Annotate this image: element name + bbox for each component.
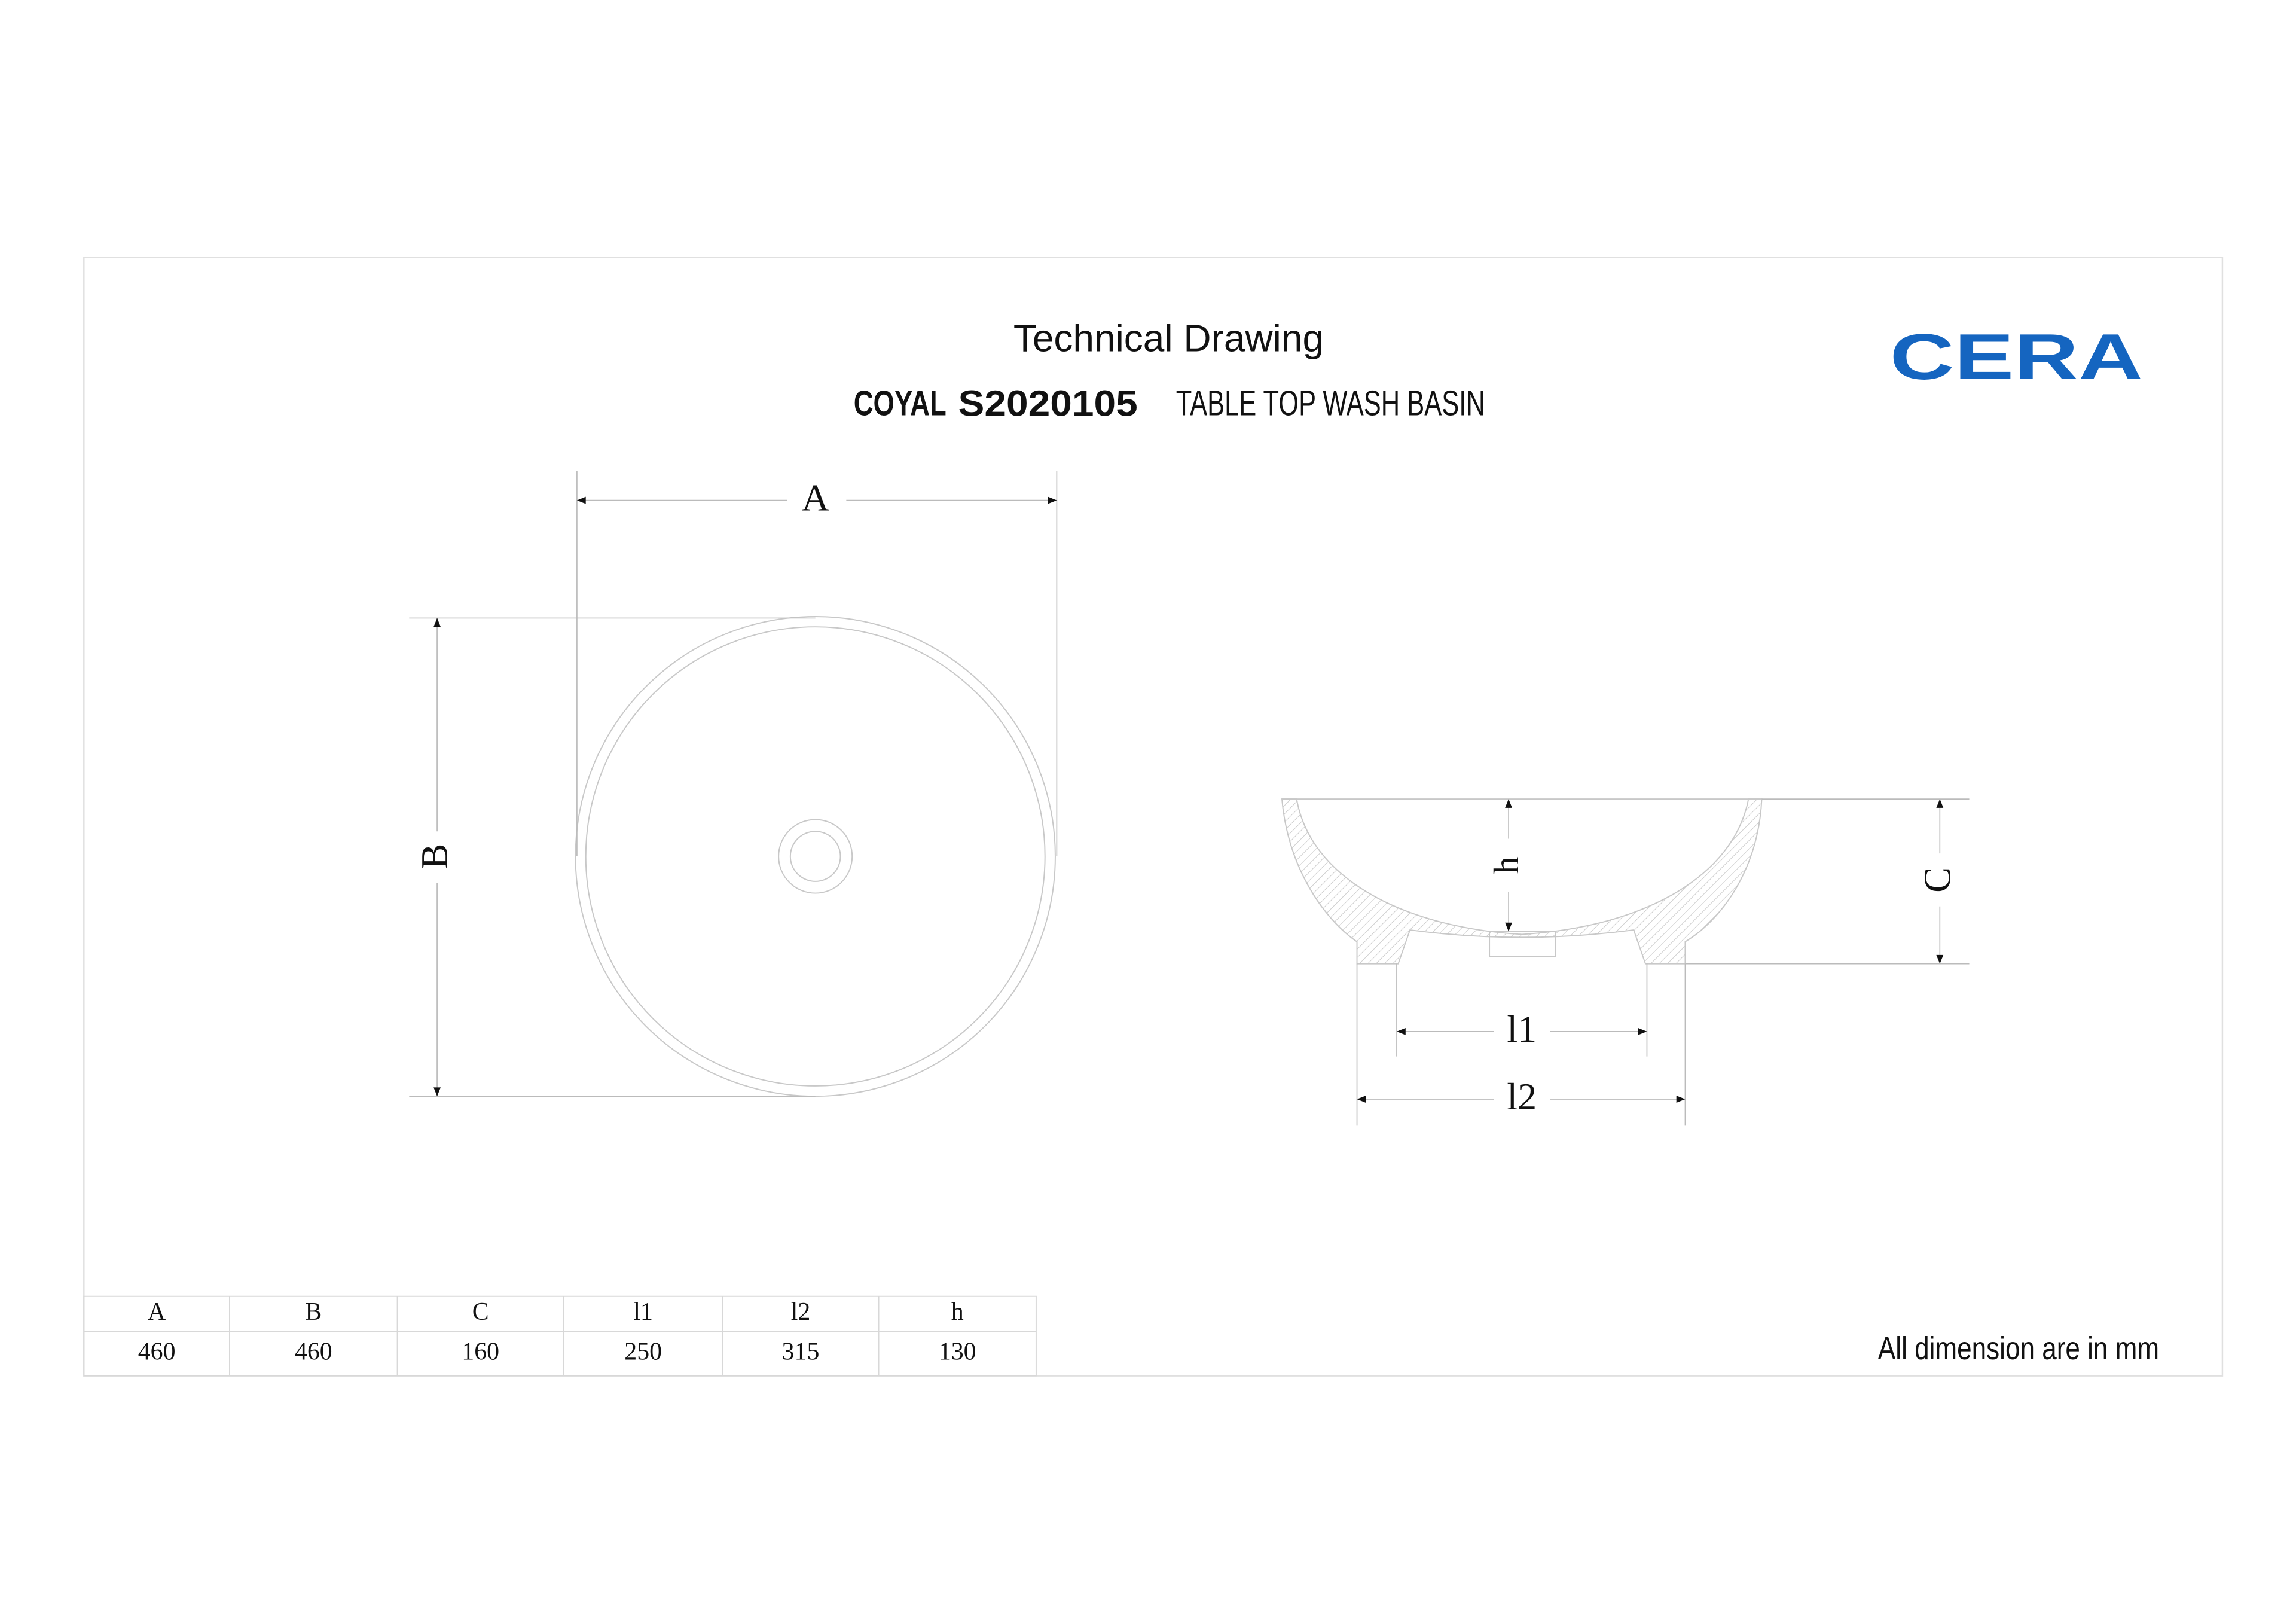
dimension-label: C [1916, 867, 1958, 893]
table-header: A [148, 1298, 166, 1326]
brand-logo: CERA [1890, 321, 2143, 393]
title: Technical Drawing [1013, 317, 1324, 360]
description: TABLE TOP WASH BASIN [1176, 384, 1485, 423]
table-header: B [305, 1298, 322, 1326]
dimension-label: B [413, 844, 456, 870]
dimension-label: l2 [1507, 1075, 1537, 1118]
table-header: l2 [791, 1298, 811, 1326]
side-view [1281, 798, 1970, 1126]
table-header: l1 [633, 1298, 653, 1326]
table-cell: 130 [939, 1338, 976, 1365]
dimension-label: A [802, 477, 829, 519]
dimension-label: l1 [1507, 1008, 1537, 1050]
table-header: C [472, 1298, 489, 1326]
table-cell: 315 [782, 1338, 820, 1365]
model: COYAL [854, 384, 947, 423]
dimension-label: h [1486, 856, 1526, 874]
sheet-frame [83, 257, 2224, 1377]
table-cell: 460 [138, 1338, 176, 1365]
table-header: h [951, 1298, 964, 1326]
table-cell: 250 [624, 1338, 662, 1365]
footer-note: All dimension are in mm [1878, 1331, 2159, 1366]
top-view [409, 471, 1058, 1097]
table-cell: 160 [462, 1338, 499, 1365]
table-cell: 460 [295, 1338, 332, 1365]
code: S2020105 [958, 383, 1137, 424]
